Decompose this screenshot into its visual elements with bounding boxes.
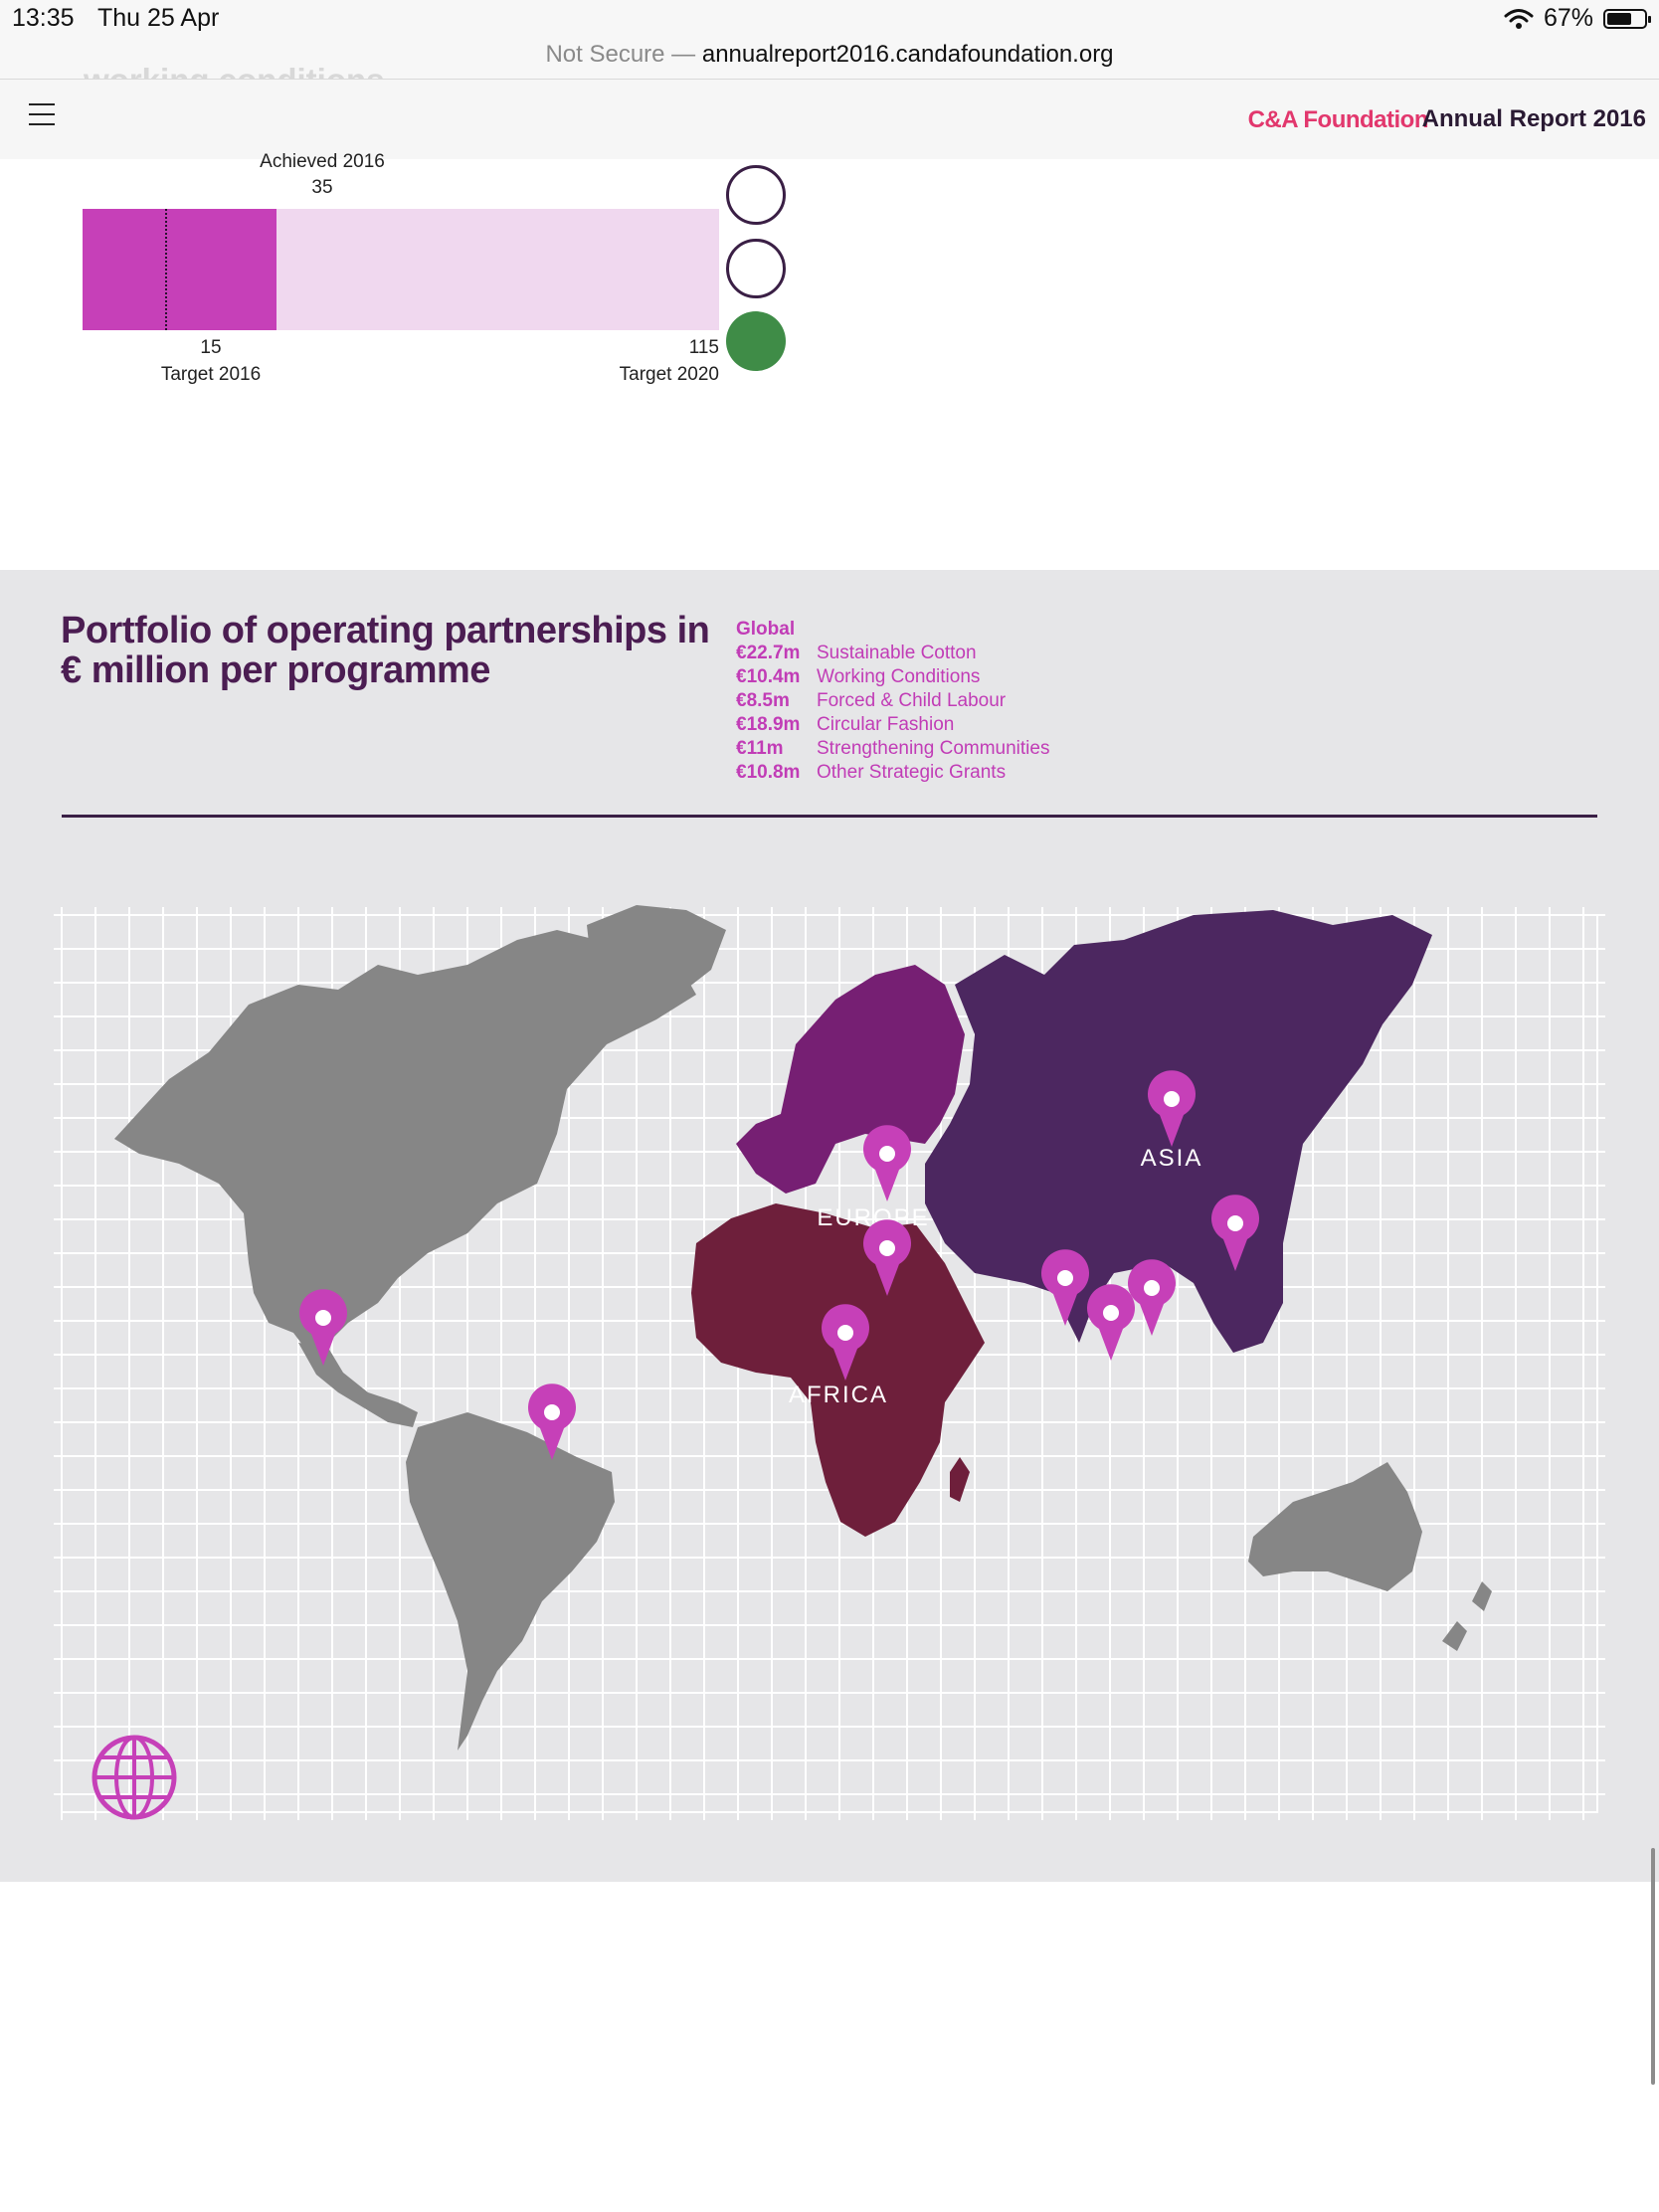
map-pin-icon[interactable] [1148,1070,1196,1147]
status-indicator-green [726,311,786,371]
legend-programme: Sustainable Cotton [817,643,977,663]
region-label-asia: ASIA [1141,1145,1203,1172]
target-2020-value: 115 [688,337,719,358]
status-indicators: 67% [1504,4,1651,33]
target-2016-marker [165,209,168,330]
central-america-shape [298,1343,418,1427]
target-2016-value: 15 [200,337,222,358]
section-divider [62,815,1597,818]
africa-region [691,1203,985,1537]
battery-icon [1603,8,1651,29]
legend-amount: €8.5m [736,690,790,711]
south-america-shape [406,1412,615,1751]
legend-item: €8.5m Forced & Child Labour [736,689,1049,713]
europe-region [736,965,965,1194]
land-other [114,905,1492,1751]
menu-icon[interactable] [29,103,55,125]
brand-logo[interactable]: C&A Foundation [1247,106,1429,133]
map-pin-icon[interactable] [1211,1195,1259,1271]
world-map: EUROPE ASIA AFRICA [54,905,1605,1820]
asia-region [925,910,1432,1353]
map-pins [299,1070,1259,1460]
target-2016-annotation: 15 Target 2016 [151,334,271,388]
security-label: Not Secure [545,41,665,68]
greenland-shape [587,905,726,1024]
progress-bar-achieved [83,209,276,330]
status-indicator-empty [726,239,786,298]
status-indicator-empty [726,165,786,225]
legend-item: €10.4m Working Conditions [736,665,1049,689]
status-date: Thu 25 Apr [97,4,220,32]
legend-programme: Forced & Child Labour [817,690,1007,711]
globe-icon[interactable] [92,1735,177,1820]
legend-programme: Other Strategic Grants [817,762,1007,783]
world-map-area: EUROPE ASIA AFRICA [0,885,1659,1882]
madagascar-shape [950,1457,970,1502]
report-title[interactable]: Annual Report 2016 [1421,105,1646,132]
legend-programme: Strengthening Communities [817,738,1050,759]
map-pin-icon[interactable] [299,1289,347,1366]
target-2016-label: Target 2016 [160,364,262,385]
status-bar: 13:35 Thu 25 Apr 67% [0,0,1659,40]
portfolio-legend: Global €22.7m Sustainable Cotton €10.4m Wo… [736,618,1049,785]
url-separator: — [664,41,702,68]
legend-amount: €18.9m [736,714,801,735]
status-time: 13:35 [12,4,75,32]
progress-bar-track [83,209,719,330]
portfolio-section: Portfolio of operating partnerships in €… [0,570,1659,885]
map-pin-icon[interactable] [863,1125,911,1201]
legend-item: €22.7m Sustainable Cotton [736,642,1049,665]
legend-item: €18.9m Circular Fashion [736,713,1049,737]
region-label-africa: AFRICA [789,1382,888,1408]
north-america-shape [114,930,696,1353]
legend-amount: €22.7m [736,643,801,663]
map-pin-icon[interactable] [822,1304,869,1381]
legend-programme: Circular Fashion [817,714,955,735]
map-pin-icon[interactable] [863,1219,911,1296]
url-host: annualreport2016.candafoundation.org [701,41,1114,68]
map-pin-icon[interactable] [1128,1259,1176,1336]
address-bar[interactable]: Not Secure — annualreport2016.candafound… [0,40,1659,80]
legend-programme: Working Conditions [817,666,981,687]
achieved-annotation: Achieved 2016 35 [243,149,402,201]
achieved-label: Achieved 2016 [260,151,385,172]
legend-amount: €10.4m [736,666,801,687]
map-pin-icon[interactable] [1041,1249,1089,1326]
target-2020-annotation: 115 Target 2020 [580,334,719,388]
portfolio-title: Portfolio of operating partnerships in €… [61,610,710,691]
map-pin-icon[interactable] [528,1383,576,1460]
battery-percent: 67% [1543,4,1593,32]
map-pin-icon[interactable] [1087,1284,1135,1361]
achieved-value: 35 [311,177,333,198]
new-zealand-shape [1442,1581,1492,1651]
legend-item: €10.8m Other Strategic Grants [736,761,1049,785]
site-header: C&A Foundation Annual Report 2016 [0,79,1659,159]
battery-level [1607,12,1632,25]
battery-nub [1648,15,1651,23]
legend-amount: €11m [736,738,784,759]
legend-amount: €10.8m [736,762,801,783]
legend-item: €11m Strengthening Communities [736,737,1049,761]
legend-heading: Global [736,619,796,640]
target-2020-label: Target 2020 [619,364,719,385]
wifi-icon [1504,8,1534,29]
australia-shape [1248,1462,1422,1591]
scroll-indicator[interactable] [1651,1848,1655,2085]
